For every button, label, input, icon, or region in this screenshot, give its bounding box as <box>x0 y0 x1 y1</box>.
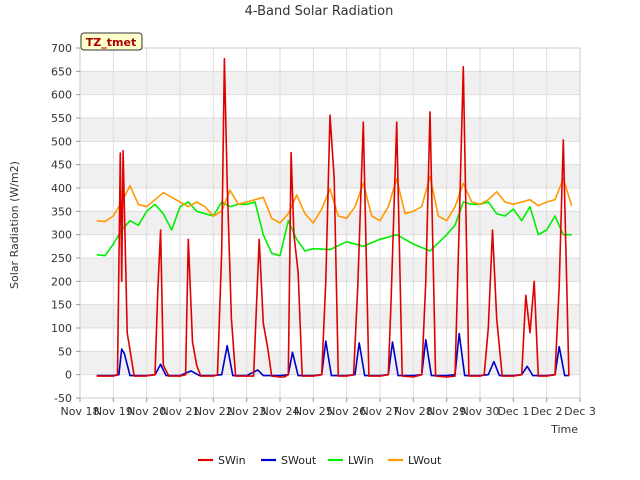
legend-label-swin: SWin <box>218 454 246 467</box>
x-tick-label: Nov 28 <box>394 405 433 418</box>
x-tick-label: Nov 19 <box>94 405 133 418</box>
y-tick-label: 650 <box>51 65 72 78</box>
site-tag-box <box>80 32 143 51</box>
site-tag: TZ_tmet <box>80 32 143 51</box>
y-tick-label: 300 <box>51 229 72 242</box>
y-tick-label: 450 <box>51 159 72 172</box>
y-tick-label: 50 <box>58 345 72 358</box>
y-tick-label: 350 <box>51 205 72 218</box>
y-tick-label: 250 <box>51 252 72 265</box>
plot-band <box>80 71 580 95</box>
plot-background <box>80 48 580 398</box>
plot-band <box>80 304 580 328</box>
y-axis-ticks: -50 0 50 100 150 200 250 300 350 400 450 500 550 600 6… <box>51 42 80 405</box>
x-tick-label: Nov 18 <box>61 405 100 418</box>
y-tick-label: 200 <box>51 275 72 288</box>
plot-band <box>80 48 580 72</box>
y-tick-label: 0 <box>65 369 72 382</box>
y-tick-label: -50 <box>54 392 72 405</box>
legend-label-lwin: LWin <box>348 454 374 467</box>
series-line-lwin <box>96 201 572 257</box>
plot-band <box>80 141 580 165</box>
legend-label-lwout: LWout <box>408 454 442 467</box>
plot-band <box>80 211 580 235</box>
y-tick-label: 700 <box>51 42 72 55</box>
y-tick-label: 600 <box>51 89 72 102</box>
x-tick-label: Nov 27 <box>361 405 400 418</box>
series-line-swin <box>96 57 570 378</box>
y-axis-label: Solar Radiation (W/m2) <box>8 161 21 289</box>
y-tick-label: 550 <box>51 112 72 125</box>
plot-band <box>80 374 580 398</box>
x-tick-label: Nov 29 <box>427 405 466 418</box>
x-tick-label: Dec 3 <box>564 405 596 418</box>
x-tick-label: Nov 26 <box>327 405 366 418</box>
x-tick-label: Dec 2 <box>531 405 563 418</box>
y-tick-label: 100 <box>51 322 72 335</box>
plot-band <box>80 258 580 282</box>
x-tick-label: Nov 25 <box>294 405 333 418</box>
site-tag-label: TZ_tmet <box>86 36 136 49</box>
x-axis-label: Time <box>550 423 578 436</box>
plot-band <box>80 94 580 118</box>
plot-band <box>80 328 580 352</box>
x-tick-label: Nov 21 <box>161 405 200 418</box>
x-tick-label: Nov 24 <box>261 405 300 418</box>
x-tick-label: Nov 30 <box>461 405 500 418</box>
plot-frame <box>79 47 581 399</box>
chart-title: 4-Band Solar Radiation <box>245 4 394 19</box>
y-tick-label: 500 <box>51 135 72 148</box>
plot-band <box>80 164 580 188</box>
series-lines <box>96 57 573 378</box>
plot-band <box>80 281 580 305</box>
x-tick-label: Nov 23 <box>227 405 266 418</box>
x-tick-label: Nov 20 <box>127 405 166 418</box>
y-tick-label: 400 <box>51 182 72 195</box>
y-tick-label: 150 <box>51 299 72 312</box>
plot-band <box>80 234 580 258</box>
x-tick-label: Dec 1 <box>497 405 529 418</box>
x-tick-label: Nov 22 <box>194 405 233 418</box>
legend: SWin SWout LWin LWout <box>198 454 442 467</box>
legend-label-swout: SWout <box>281 454 317 467</box>
